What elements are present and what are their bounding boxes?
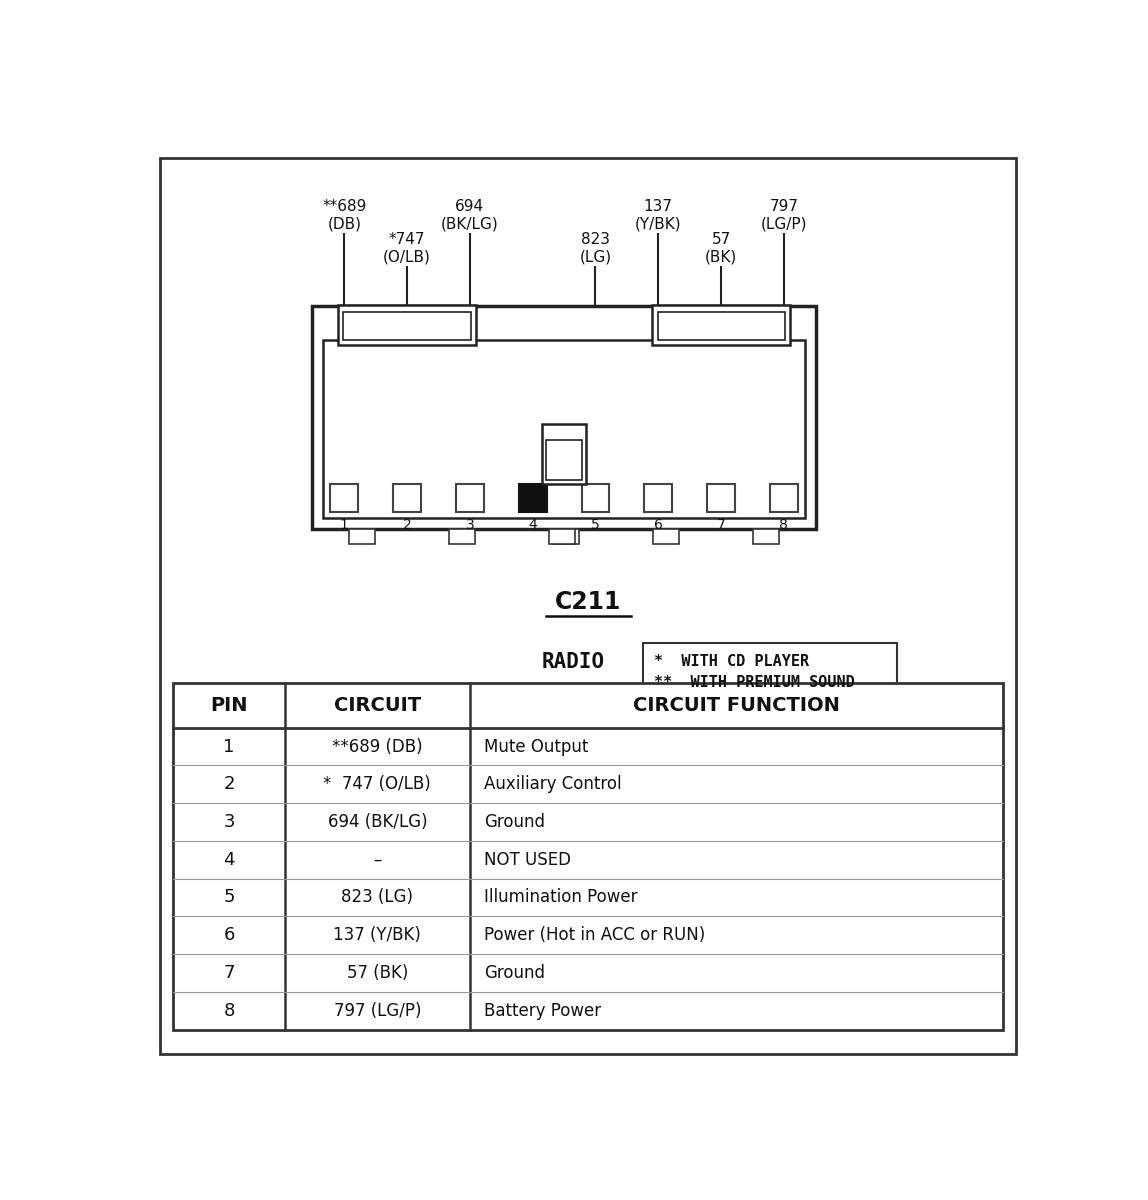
Bar — [644, 485, 673, 512]
Text: 4: 4 — [224, 851, 235, 869]
Text: C211: C211 — [556, 589, 621, 613]
Bar — [652, 305, 790, 344]
Text: *  WITH CD PLAYER: * WITH CD PLAYER — [654, 654, 809, 668]
Bar — [658, 312, 785, 340]
Text: 823
(LG): 823 (LG) — [580, 232, 612, 264]
Text: 2: 2 — [403, 518, 411, 533]
Text: 57 (BK): 57 (BK) — [347, 964, 408, 982]
Text: *747
(O/LB): *747 (O/LB) — [383, 232, 430, 264]
Text: 6: 6 — [654, 518, 662, 533]
Bar — [173, 683, 1003, 1030]
Text: Mute Output: Mute Output — [483, 738, 588, 756]
Bar — [582, 485, 610, 512]
Text: 8: 8 — [779, 518, 789, 533]
Text: 5: 5 — [591, 518, 600, 533]
Text: 1: 1 — [224, 738, 235, 756]
Text: 823 (LG): 823 (LG) — [341, 888, 413, 906]
Text: **689 (DB): **689 (DB) — [332, 738, 422, 756]
Text: 137 (Y/BK): 137 (Y/BK) — [333, 926, 421, 944]
Text: NOT USED: NOT USED — [483, 851, 571, 869]
Bar — [707, 485, 735, 512]
Bar — [653, 529, 680, 545]
Bar — [456, 485, 483, 512]
Bar — [339, 305, 476, 344]
Text: 2: 2 — [224, 775, 235, 793]
Text: RADIO: RADIO — [542, 653, 605, 672]
Text: CIRCUIT FUNCTION: CIRCUIT FUNCTION — [634, 696, 840, 715]
Text: **689
(DB): **689 (DB) — [323, 199, 366, 232]
Text: 4: 4 — [528, 518, 537, 533]
Text: Illumination Power: Illumination Power — [483, 888, 637, 906]
Text: Ground: Ground — [483, 812, 544, 830]
Bar — [323, 340, 806, 518]
Text: –: – — [373, 851, 381, 869]
Bar — [770, 485, 798, 512]
Bar — [643, 643, 897, 698]
Bar — [449, 529, 475, 545]
Text: Auxiliary Control: Auxiliary Control — [483, 775, 621, 793]
Text: **  WITH PREMIUM SOUND: ** WITH PREMIUM SOUND — [654, 676, 854, 690]
Bar — [394, 485, 421, 512]
Text: 694
(BK/LG): 694 (BK/LG) — [441, 199, 498, 232]
Text: PIN: PIN — [210, 696, 248, 715]
Text: 8: 8 — [224, 1002, 235, 1020]
Bar — [546, 439, 582, 480]
Text: 5: 5 — [224, 888, 235, 906]
Text: Battery Power: Battery Power — [483, 1002, 600, 1020]
Text: 797 (LG/P): 797 (LG/P) — [334, 1002, 421, 1020]
Text: 3: 3 — [465, 518, 474, 533]
Bar — [519, 485, 546, 512]
Text: 57
(BK): 57 (BK) — [705, 232, 737, 264]
Bar — [549, 529, 575, 545]
Text: Ground: Ground — [483, 964, 544, 982]
Text: 3: 3 — [224, 812, 235, 830]
Bar — [331, 485, 358, 512]
Bar — [542, 425, 587, 485]
Text: 694 (BK/LG): 694 (BK/LG) — [327, 812, 427, 830]
Bar — [312, 306, 816, 529]
Text: 7: 7 — [716, 518, 726, 533]
Text: *  747 (O/LB): * 747 (O/LB) — [324, 775, 432, 793]
Bar — [753, 529, 779, 545]
Text: 7: 7 — [224, 964, 235, 982]
Bar — [349, 529, 375, 545]
Text: 1: 1 — [340, 518, 349, 533]
Bar — [553, 529, 579, 545]
Text: 137
(Y/BK): 137 (Y/BK) — [635, 199, 682, 232]
Text: 797
(LG/P): 797 (LG/P) — [761, 199, 807, 232]
Bar — [343, 312, 471, 340]
Text: 6: 6 — [224, 926, 235, 944]
Text: CIRCUIT: CIRCUIT — [334, 696, 421, 715]
Text: Power (Hot in ACC or RUN): Power (Hot in ACC or RUN) — [483, 926, 705, 944]
